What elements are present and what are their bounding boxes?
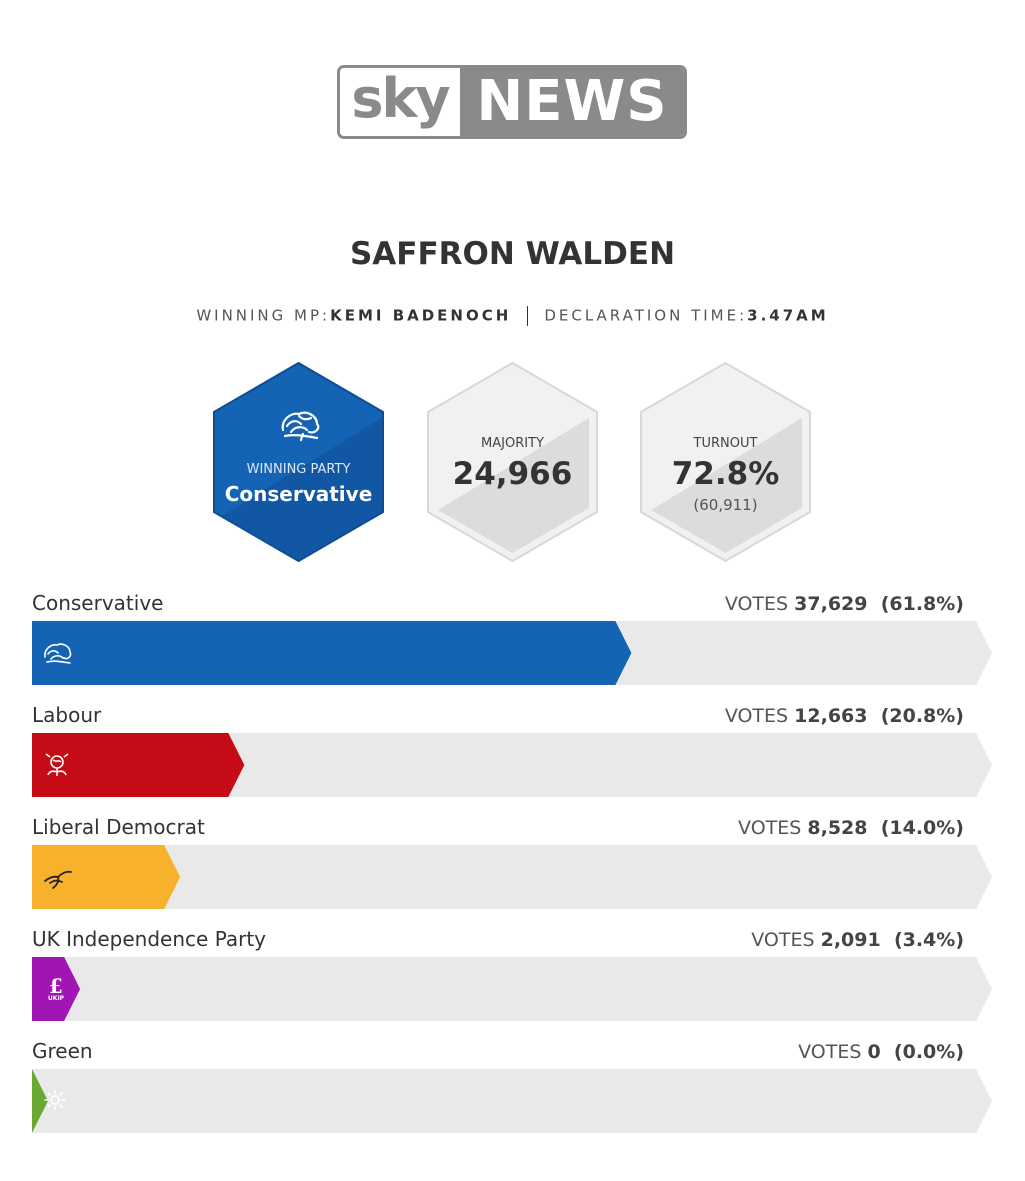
result-row-conservative: Conservative VOTES 37,629 (61.8%) bbox=[32, 591, 992, 691]
labour-rose-icon bbox=[45, 753, 69, 776]
majority-hexagon: MAJORITY 24,966 bbox=[426, 362, 599, 562]
result-row-liberal-democrat: Liberal Democrat VOTES 8,528 (14.0%) bbox=[32, 815, 992, 915]
bar-fill-labour bbox=[32, 733, 245, 797]
majority-label: MAJORITY bbox=[481, 436, 544, 451]
votes-label-liberal-democrat: VOTES 8,528 (14.0%) bbox=[738, 817, 964, 839]
winning-party-name: Conservative bbox=[224, 482, 373, 506]
votes-word: VOTES bbox=[751, 929, 821, 951]
result-row-uk-independence-party: UK Independence Party VOTES 2,091 (3.4%) £… bbox=[32, 927, 992, 1027]
votes-label-green: VOTES 0 (0.0%) bbox=[798, 1041, 964, 1063]
logo-sky-part: sky bbox=[340, 68, 460, 136]
result-meta: WINNING MP:KEMI BADENOCH DECLARATION TIME… bbox=[0, 306, 1025, 326]
bar-liberal-democrat bbox=[32, 845, 992, 909]
conservative-tree-icon bbox=[44, 643, 72, 664]
votes-label-uk-independence-party: VOTES 2,091 (3.4%) bbox=[751, 929, 964, 951]
winning-party-hexagon-shape bbox=[213, 362, 384, 562]
bar-uk-independence-party bbox=[32, 957, 992, 1021]
constituency-title: SAFFRON WALDEN bbox=[349, 236, 676, 272]
bar-track-labour bbox=[32, 733, 992, 797]
votes-word: VOTES bbox=[724, 705, 795, 727]
svg-text:UKIP: UKIP bbox=[48, 995, 65, 1002]
bar-conservative bbox=[32, 621, 992, 685]
vote-count-green: 0 (0.0%) bbox=[867, 1041, 964, 1063]
vote-count-labour: 12,663 (20.8%) bbox=[794, 705, 964, 727]
bar-track-liberal-democrat bbox=[32, 845, 992, 909]
turnout-hexagon-shape bbox=[640, 362, 811, 562]
meta-divider bbox=[527, 306, 529, 326]
result-row-green: Green VOTES 0 (0.0%) bbox=[32, 1039, 992, 1139]
libdem-bird-icon bbox=[44, 870, 72, 889]
party-name-labour: Labour bbox=[32, 703, 102, 727]
majority-hexagon-shape bbox=[427, 362, 598, 562]
declaration-time-value: 3.47AM bbox=[747, 306, 829, 325]
votes-word: VOTES bbox=[798, 1041, 868, 1063]
bar-track-green bbox=[32, 1069, 992, 1133]
party-name-green: Green bbox=[32, 1039, 93, 1063]
ukip-pound-icon: £UKIP bbox=[48, 975, 65, 1002]
bar-green bbox=[32, 1069, 992, 1133]
vote-count-liberal-democrat: 8,528 (14.0%) bbox=[807, 817, 964, 839]
bar-fill-green bbox=[32, 1069, 48, 1133]
logo-news-part: NEWS bbox=[460, 68, 684, 136]
majority-value: 24,966 bbox=[452, 456, 573, 492]
party-name-liberal-democrat: Liberal Democrat bbox=[32, 815, 205, 839]
votes-word: VOTES bbox=[724, 593, 795, 615]
conservative-tree-icon bbox=[281, 411, 320, 442]
logo-sky-text: sky bbox=[351, 67, 450, 130]
bar-track-uk-independence-party bbox=[32, 957, 992, 1021]
bar-fill-uk-independence-party bbox=[32, 957, 81, 1021]
winning-mp-name: KEMI BADENOCH bbox=[330, 306, 512, 325]
green-sun-icon bbox=[44, 1089, 66, 1111]
sky-news-logo: sky NEWS bbox=[337, 65, 687, 139]
votes-label-conservative: VOTES 37,629 (61.8%) bbox=[725, 593, 964, 615]
vote-count-conservative: 37,629 (61.8%) bbox=[794, 593, 964, 615]
vote-count-uk-independence-party: 2,091 (3.4%) bbox=[820, 929, 964, 951]
svg-text:£: £ bbox=[49, 975, 63, 998]
logo-news-text: NEWS bbox=[476, 69, 668, 134]
winning-mp-label: WINNING MP: bbox=[196, 306, 331, 325]
turnout-count: (60,911) bbox=[693, 496, 758, 514]
declaration-time-label: DECLARATION TIME: bbox=[544, 306, 748, 325]
winning-party-hexagon: WINNING PARTY Conservative bbox=[212, 362, 385, 562]
party-name-conservative: Conservative bbox=[32, 591, 164, 615]
result-row-labour: Labour VOTES 12,663 (20.8%) bbox=[32, 703, 992, 803]
votes-label-labour: VOTES 12,663 (20.8%) bbox=[725, 705, 964, 727]
turnout-label: TURNOUT bbox=[693, 436, 758, 451]
party-name-uk-independence-party: UK Independence Party bbox=[32, 927, 267, 951]
winning-party-label: WINNING PARTY bbox=[246, 462, 351, 477]
votes-word: VOTES bbox=[738, 817, 808, 839]
bar-fill-liberal-democrat bbox=[32, 845, 181, 909]
bar-fill-conservative bbox=[32, 621, 632, 685]
turnout-value: 72.8% bbox=[671, 456, 780, 492]
turnout-hexagon: TURNOUT 72.8% (60,911) bbox=[639, 362, 812, 562]
bar-labour bbox=[32, 733, 992, 797]
